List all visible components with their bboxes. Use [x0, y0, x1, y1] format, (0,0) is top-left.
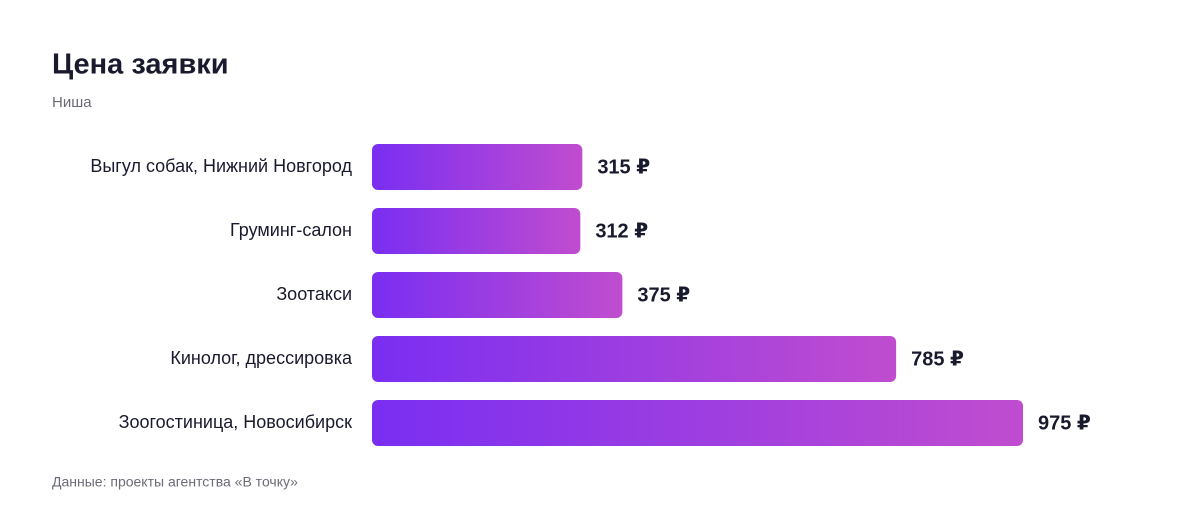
value-label: 312 ₽: [595, 220, 648, 242]
value-label: 315 ₽: [597, 156, 650, 178]
bar: [372, 336, 897, 382]
value-label: 785 ₽: [911, 348, 964, 370]
category-label: Зоогостиница, Новосибирск: [119, 412, 353, 432]
source-note: Данные: проекты агентства «В точку»: [52, 474, 298, 490]
chart-title: Цена заявки: [52, 49, 229, 81]
bar: [372, 272, 623, 318]
value-label: 375 ₽: [637, 284, 690, 306]
bar: [372, 400, 1023, 446]
bar: [372, 208, 581, 254]
bar: [372, 144, 583, 190]
chart-subtitle: Ниша: [52, 94, 92, 111]
category-label: Кинолог, дрессировка: [170, 348, 353, 368]
value-label: 975 ₽: [1038, 412, 1091, 434]
category-label: Зоотакси: [276, 284, 352, 304]
category-label: Выгул собак, Нижний Новгород: [90, 156, 352, 176]
category-label: Груминг-салон: [230, 220, 352, 240]
